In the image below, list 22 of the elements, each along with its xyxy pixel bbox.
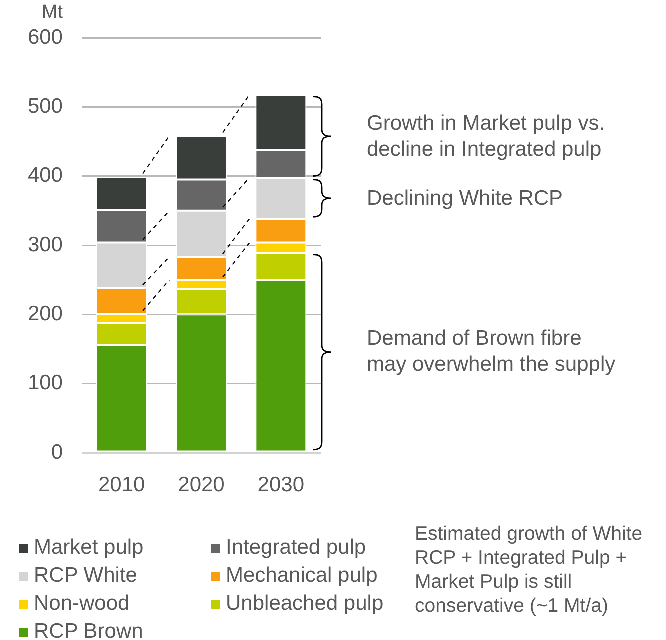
y-tick-label: 300 — [28, 233, 63, 256]
legend-label: Market pulp — [34, 536, 144, 560]
x-tick-label: 2010 — [98, 473, 146, 496]
y-tick-label: 600 — [28, 26, 63, 49]
y-tick-label: 200 — [28, 302, 63, 326]
legend-label: RCP Brown — [34, 620, 144, 640]
x-tick-label: 2020 — [178, 473, 225, 496]
text: Demand of Brown fibre may overwhelm the supply — [367, 326, 616, 378]
y-tick-label: 100 — [28, 372, 63, 395]
y-tick-label: 500 — [28, 94, 63, 118]
legend-label: Mechanical pulp — [226, 564, 378, 588]
y-tick-label: 400 — [28, 164, 63, 188]
y-tick-label: 0 — [51, 440, 63, 464]
y-axis-title: Mt — [42, 2, 64, 24]
text: Estimated growth of White RCP + Integrated Pulp + Market Pulp is still conservative (~1 Mt/a) — [415, 522, 643, 618]
legend-label: Non-wood — [34, 592, 130, 616]
text: Declining White RCP — [367, 186, 564, 212]
x-tick-label: 2030 — [258, 473, 305, 496]
legend-label: Integrated pulp — [226, 536, 366, 560]
text: Growth in Market pulp vs. decline in Integrated pulp — [367, 110, 606, 163]
legend-label: Unbleached pulp — [226, 592, 384, 616]
legend-label: RCP White — [34, 564, 138, 588]
